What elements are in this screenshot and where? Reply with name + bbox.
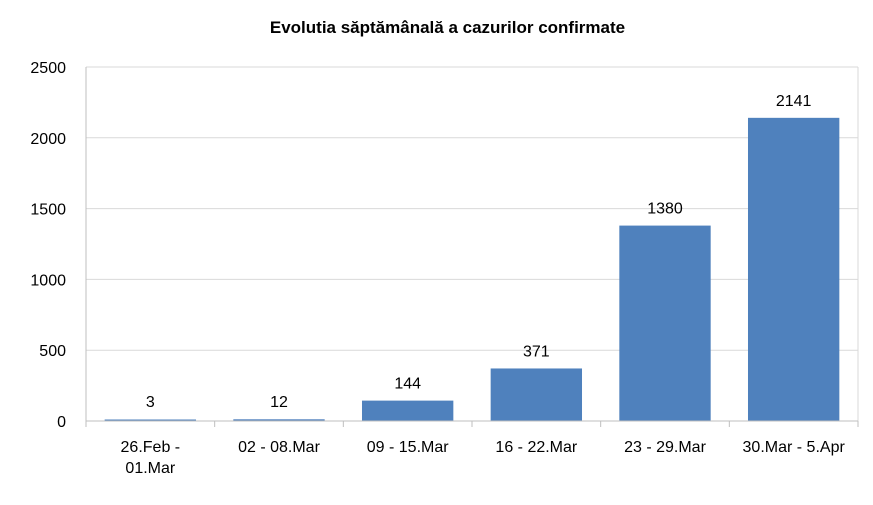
y-tick-label: 500	[39, 343, 66, 360]
data-label: 1380	[647, 201, 683, 218]
bars	[104, 117, 840, 421]
axes	[85, 67, 859, 427]
y-tick-label: 2000	[30, 131, 66, 148]
y-tick-label: 0	[57, 414, 66, 431]
bar	[361, 400, 454, 421]
x-tick-label: 23 - 29.Mar	[624, 439, 706, 456]
x-tick-label: 09 - 15.Mar	[367, 439, 449, 456]
bar	[233, 419, 325, 421]
y-tick-label: 2500	[30, 60, 66, 77]
bar	[747, 117, 840, 421]
labels: 0 500 1000 1500 2000 2500 3 26.Feb -01.Mar 12 02 …	[30, 60, 845, 477]
x-tick-label: 02 - 08.Mar	[238, 439, 320, 456]
chart-title: Evolutia săptămânală a cazurilor confirm…	[269, 18, 626, 37]
x-tick-label: 30.Mar - 5.Apr	[743, 439, 846, 456]
bar	[619, 225, 711, 421]
data-label: 3	[146, 394, 155, 411]
bar	[490, 368, 583, 421]
data-label: 12	[270, 394, 288, 411]
data-label: 371	[523, 343, 550, 360]
x-tick-label: 16 - 22.Mar	[495, 439, 577, 456]
bar	[104, 419, 197, 421]
y-tick-label: 1500	[30, 202, 66, 219]
data-label: 144	[394, 376, 421, 393]
data-label: 2141	[776, 93, 812, 110]
y-tick-label: 1000	[30, 272, 66, 289]
gridlines	[86, 66, 859, 421]
x-tick-label: 26.Feb -01.Mar	[121, 439, 181, 477]
